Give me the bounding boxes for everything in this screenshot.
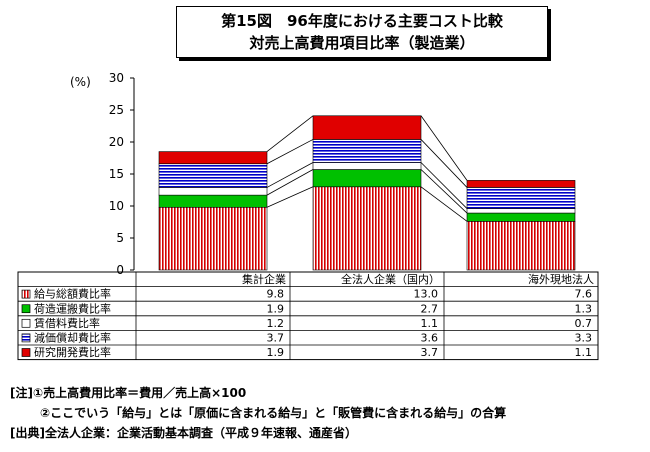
data-value: 1.9 (267, 346, 285, 359)
bar-segment (466, 212, 576, 222)
legend-label: 減価償却費比率 (34, 331, 111, 345)
bar-segment (158, 194, 268, 208)
series-connector (266, 186, 314, 208)
series-connector (266, 169, 314, 196)
series-connector (420, 139, 468, 188)
source-note: [出典]全法人企業：企業活動基本調査（平成９年速報、通産省） (10, 426, 357, 440)
series-connector (420, 186, 468, 222)
bar-segment (466, 221, 576, 271)
y-tick-label: 30 (109, 71, 124, 85)
category-label: 海外現地法人 (528, 272, 594, 286)
y-axis-label: (%) (70, 75, 91, 89)
y-tick-label: 25 (109, 103, 124, 117)
bar-segment (312, 115, 422, 140)
bar-segment (466, 187, 576, 209)
bar-segment (158, 163, 268, 188)
data-value: 3.7 (421, 346, 439, 359)
series-connector (420, 115, 468, 181)
bar-segment (466, 180, 576, 188)
chart-title-line1: 第15図 96年度における主要コスト比較 (221, 12, 503, 30)
data-value: 1.1 (575, 346, 593, 359)
bar-segment (312, 169, 422, 188)
stacked-bar-chart: 0 5 10 15 20 25 30 (%) 集計企業 全法人企業（国内） 海外現地法人給与総額費… (17, 71, 599, 361)
data-value: 13.0 (414, 288, 439, 301)
notes: [注]①売上高費用比率＝費用／売上高×100 ②ここでいう「給与」とは「原価に含… (10, 383, 506, 443)
data-value: 1.2 (267, 317, 285, 330)
note-2: ②ここでいう「給与」とは「原価に含まれる給与」と「販管費に含まれる給与」の合算 (40, 406, 507, 420)
data-value: 3.3 (575, 332, 593, 345)
data-value: 7.6 (575, 288, 593, 301)
legend-swatch (21, 348, 31, 357)
bars (158, 115, 576, 271)
data-value: 2.7 (421, 302, 439, 315)
category-label: 集計企業 (242, 272, 286, 286)
legend-label: 荷造運搬費比率 (34, 301, 111, 315)
legend-swatch (21, 333, 31, 343)
series-connector (266, 115, 314, 152)
bar-segment (312, 162, 422, 170)
data-value: 3.7 (267, 332, 285, 345)
legend-label: 賃借料費比率 (34, 316, 100, 330)
y-tick-label: 5 (116, 231, 124, 245)
bar-segment (158, 187, 268, 196)
data-value: 1.9 (267, 302, 285, 315)
series-connector (420, 169, 468, 214)
legend-swatch (21, 289, 31, 299)
chart-title-line2: 対売上高費用項目比率（製造業） (249, 34, 475, 52)
legend-swatch (21, 304, 31, 314)
data-value: 3.6 (421, 332, 439, 345)
y-tick-label: 0 (116, 263, 124, 277)
axes: 0 5 10 15 20 25 30 (%) (70, 71, 135, 277)
category-label: 全法人企業（国内） (341, 272, 440, 286)
bar-segment (312, 186, 422, 271)
chart-title-box: 第15図 96年度における主要コスト比較 対売上高費用項目比率（製造業） (176, 6, 548, 58)
y-tick-label: 15 (109, 167, 124, 181)
data-value: 9.8 (267, 288, 285, 301)
bar-segment (466, 208, 576, 214)
series-connector (266, 139, 314, 165)
data-value: 1.1 (421, 317, 439, 330)
note-1: [注]①売上高費用比率＝費用／売上高×100 (10, 386, 247, 400)
data-value: 1.3 (575, 302, 593, 315)
legend-label: 研究開発費比率 (34, 345, 111, 359)
bar-segment (312, 139, 422, 163)
data-value: 0.7 (575, 317, 593, 330)
bar-segment (158, 206, 268, 271)
bar-segment (158, 151, 268, 165)
series-connector (420, 162, 468, 209)
y-tick-label: 10 (109, 199, 124, 213)
legend-label: 給与総額費比率 (34, 287, 111, 301)
series-connector (266, 162, 314, 188)
legend-swatch (21, 318, 31, 328)
y-tick-label: 20 (109, 135, 124, 149)
